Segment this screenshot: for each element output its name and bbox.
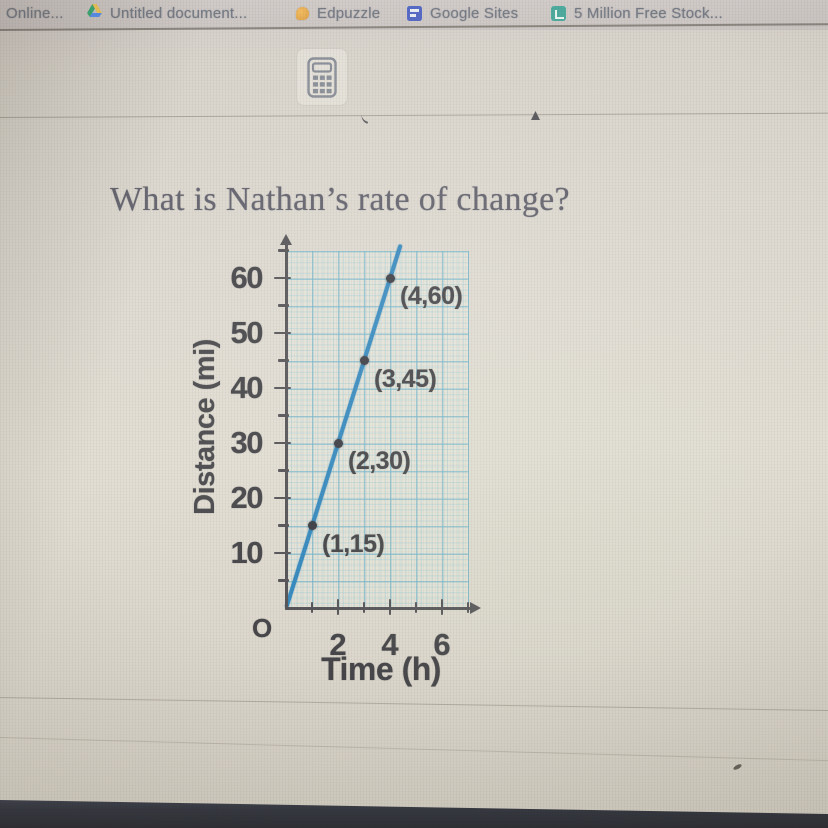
bookmark-label: Google Sites bbox=[430, 4, 519, 22]
y-tick-mark bbox=[274, 331, 291, 335]
cropped-text-fragment bbox=[359, 112, 371, 124]
calculator-button[interactable] bbox=[296, 48, 348, 106]
bookmark-label: 5 Million Free Stock... bbox=[574, 4, 723, 22]
data-point bbox=[359, 356, 369, 365]
cropped-text-fragment bbox=[531, 111, 540, 120]
y-tick-mark bbox=[278, 469, 289, 472]
stock-icon bbox=[551, 5, 566, 21]
bookmark-stock-photos[interactable]: 5 Million Free Stock... bbox=[551, 0, 723, 30]
y-tick-mark bbox=[278, 304, 289, 307]
screen-smudge bbox=[732, 763, 743, 771]
calculator-icon bbox=[307, 56, 337, 98]
y-tick-label: 40 bbox=[230, 370, 264, 405]
sites-icon bbox=[407, 5, 422, 21]
y-tick-label: 20 bbox=[230, 480, 264, 515]
bookmarks-bar: Online... Untitled document... Edpuzzle … bbox=[0, 0, 828, 30]
edpuzzle-icon bbox=[296, 6, 309, 20]
bookmark-online[interactable]: Online... bbox=[6, 0, 64, 30]
data-point bbox=[385, 273, 395, 283]
data-point-label: (4,60) bbox=[400, 282, 463, 310]
y-tick-label: 10 bbox=[230, 535, 264, 570]
y-tick-mark bbox=[278, 579, 289, 582]
y-tick-mark bbox=[274, 386, 291, 390]
y-tick-mark bbox=[274, 551, 291, 555]
bookmark-label: Online... bbox=[6, 4, 64, 22]
x-axis-title: Time (h) bbox=[321, 651, 441, 687]
toolbar bbox=[0, 31, 828, 117]
monitor-bezel bbox=[0, 800, 828, 828]
data-point bbox=[333, 438, 343, 448]
bookmark-untitled-document[interactable]: Untitled document... bbox=[87, 0, 247, 30]
data-point-label: (2,30) bbox=[348, 447, 411, 475]
y-tick-mark bbox=[278, 414, 289, 417]
question-text: What is Nathan’s rate of change? bbox=[110, 181, 570, 218]
page-rule bbox=[0, 737, 828, 762]
plot-layer: 10 20 30 40 50 60 2 4 6 (1,15) (2,30) (3,45) (4,60) bbox=[182, 240, 494, 702]
y-axis-arrow-icon bbox=[279, 234, 292, 245]
data-point-label: (1,15) bbox=[322, 529, 385, 558]
y-tick-mark bbox=[274, 276, 291, 280]
y-tick-label: 30 bbox=[230, 425, 264, 460]
y-axis bbox=[284, 244, 288, 610]
y-tick-label: 50 bbox=[230, 315, 264, 350]
drive-icon bbox=[87, 4, 102, 22]
graph-figure: 10 20 30 40 50 60 2 4 6 (1,15) (2,30) (3,45) (4,60) … bbox=[182, 234, 494, 702]
data-point bbox=[307, 521, 317, 530]
x-tick-label: 6 bbox=[433, 627, 451, 662]
x-axis bbox=[284, 606, 473, 610]
y-tick-label: 60 bbox=[230, 260, 264, 295]
y-tick-mark bbox=[278, 359, 289, 362]
y-tick-mark bbox=[274, 496, 291, 500]
bookmark-google-sites[interactable]: Google Sites bbox=[407, 0, 518, 30]
x-tick-label: 4 bbox=[381, 627, 399, 662]
x-axis-arrow-icon bbox=[470, 602, 481, 614]
bookmark-label: Untitled document... bbox=[110, 4, 248, 22]
bookmark-label: Edpuzzle bbox=[317, 4, 381, 22]
data-point-label: (3,45) bbox=[374, 364, 437, 393]
y-tick-mark bbox=[278, 524, 289, 527]
x-tick-label: 2 bbox=[329, 627, 347, 662]
y-tick-mark bbox=[274, 441, 291, 445]
origin-label: O bbox=[252, 613, 273, 643]
bookmark-edpuzzle[interactable]: Edpuzzle bbox=[296, 0, 380, 30]
y-tick-mark bbox=[278, 249, 289, 252]
